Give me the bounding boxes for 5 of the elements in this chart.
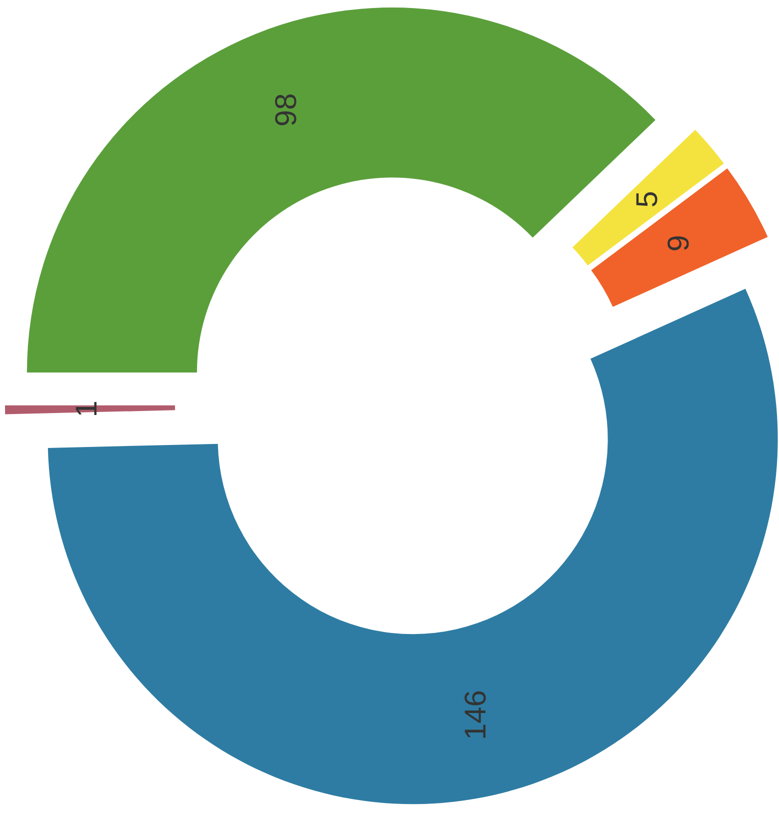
- data-label: 1: [70, 400, 104, 418]
- data-label: 146: [459, 690, 492, 740]
- data-label: 5: [630, 190, 664, 208]
- data-label: 9: [662, 234, 696, 252]
- data-label: 98: [270, 93, 303, 127]
